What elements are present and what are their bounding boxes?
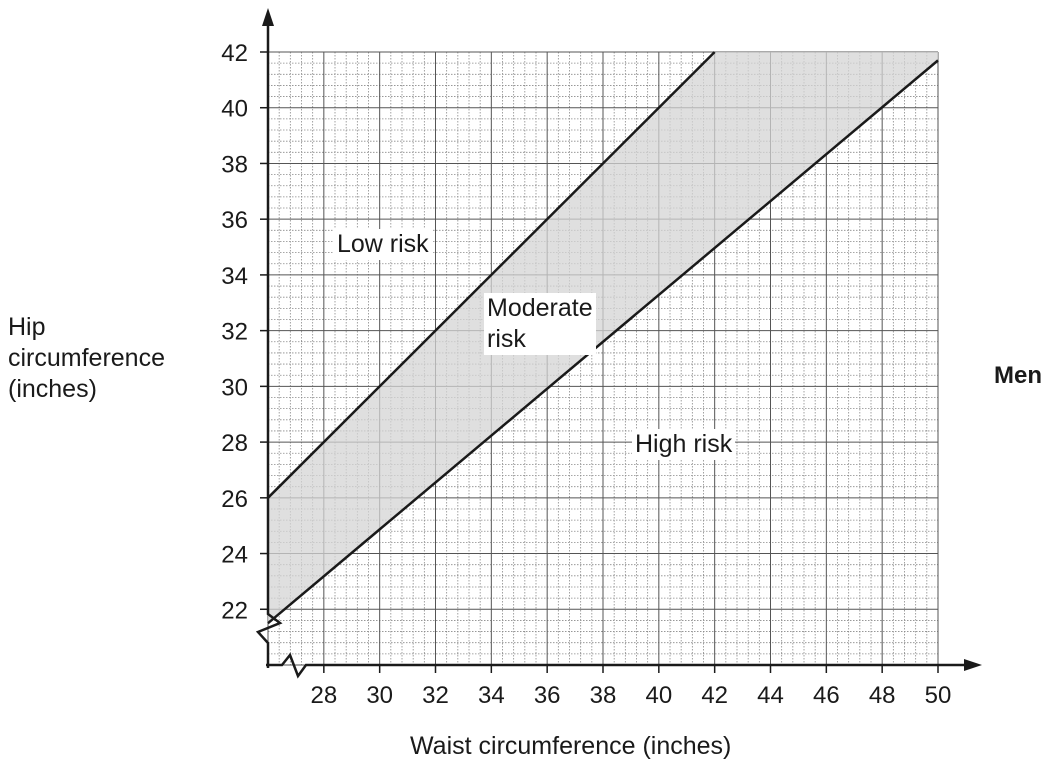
- region-label-line: High risk: [635, 430, 733, 458]
- x-tick-label: 36: [534, 682, 561, 709]
- y-tick-label: 28: [221, 430, 248, 457]
- y-tick-label: 30: [221, 374, 248, 401]
- x-tick-labels: 28 30 32 34 36 38 40 42 44 46 48 50: [310, 665, 951, 709]
- x-tick-label: 50: [925, 682, 952, 709]
- y-tick-label: 40: [221, 96, 248, 123]
- region-label-line: Moderate: [487, 294, 593, 322]
- y-tick-label: 36: [221, 207, 248, 234]
- low-risk-label: Low risk: [334, 229, 432, 260]
- y-axis-label-line: Hip: [8, 313, 46, 341]
- y-tick-label: 42: [221, 40, 248, 67]
- x-tick-label: 40: [645, 682, 672, 709]
- x-tick-label: 46: [813, 682, 840, 709]
- y-tick-label: 34: [221, 263, 248, 290]
- x-tick-label: 28: [310, 682, 337, 709]
- x-tick-label: 38: [590, 682, 617, 709]
- y-axis-arrow: [262, 8, 274, 26]
- y-axis-label-line: (inches): [8, 375, 97, 403]
- moderate-risk-label: Moderate risk: [484, 293, 596, 355]
- x-tick-label: 44: [757, 682, 784, 709]
- moderate-risk-band: [268, 52, 938, 624]
- x-tick-label: 30: [366, 682, 393, 709]
- y-tick-labels: 22 24 26 28 30 32 34 36 38 40 42: [221, 40, 268, 624]
- y-axis-line: [255, 14, 283, 668]
- x-tick-label: 34: [478, 682, 505, 709]
- y-tick-label: 38: [221, 151, 248, 178]
- x-tick-label: 42: [701, 682, 728, 709]
- region-label-line: risk: [487, 325, 526, 353]
- high-risk-label: High risk: [632, 429, 736, 460]
- x-axis-label: Waist circumference (inches): [410, 732, 732, 760]
- region-label-line: Low risk: [337, 230, 429, 258]
- moderate-high-boundary-line: [267, 59, 939, 625]
- men-label: Men: [994, 362, 1042, 389]
- y-tick-label: 32: [221, 319, 248, 346]
- y-axis-label: Hip circumference (inches): [8, 312, 165, 405]
- low-moderate-boundary-line: [267, 51, 716, 499]
- x-tick-label: 48: [869, 682, 896, 709]
- y-axis-label-line: circumference: [8, 344, 165, 372]
- x-tick-label: 32: [422, 682, 449, 709]
- y-tick-label: 26: [221, 486, 248, 513]
- y-tick-label: 22: [221, 597, 248, 624]
- axes: [255, 8, 982, 679]
- x-axis-arrow: [964, 659, 982, 671]
- x-axis-line: [266, 652, 968, 679]
- y-tick-label: 24: [221, 542, 248, 569]
